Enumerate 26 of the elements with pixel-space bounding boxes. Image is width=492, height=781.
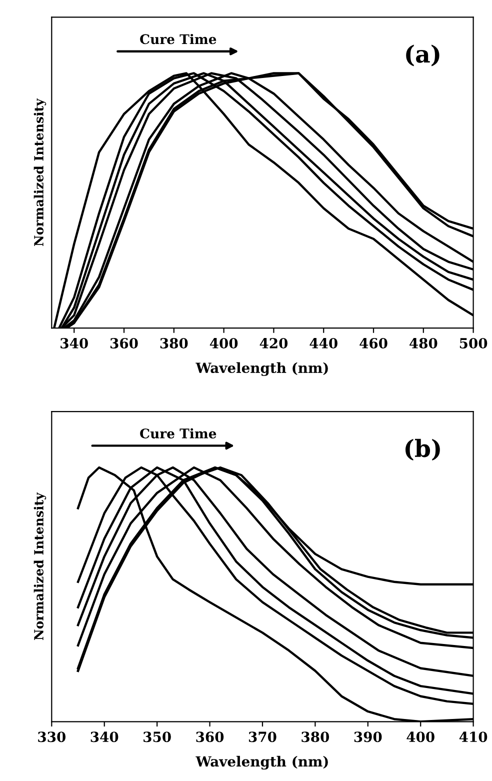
x-tick-label: 330 xyxy=(38,732,66,742)
x-tick-label: 400 xyxy=(406,732,434,742)
x-tick-label: 440 xyxy=(310,338,338,348)
x-tick-label: 360 xyxy=(110,338,138,348)
x-tick-label: 340 xyxy=(60,338,88,348)
x-axis-title: Wavelength (nm) xyxy=(196,756,328,770)
x-tick-label: 340 xyxy=(90,732,118,742)
x-tick-label: 390 xyxy=(354,732,382,742)
x-tick-label: 500 xyxy=(460,338,488,348)
text: Cure Time xyxy=(140,34,216,44)
x-tick-label: 380 xyxy=(160,338,188,348)
x-tick-label: 420 xyxy=(260,338,288,348)
x-axis-title: Wavelength (nm) xyxy=(196,362,328,376)
x-tick-label: 360 xyxy=(196,732,224,742)
text: (b) xyxy=(406,438,440,461)
text: Cure Time xyxy=(140,428,216,438)
x-tick-label: 400 xyxy=(210,338,238,348)
text: (a) xyxy=(406,44,440,66)
x-tick-label: 350 xyxy=(144,732,171,742)
x-tick-label: 370 xyxy=(248,732,276,742)
x-tick-label: 460 xyxy=(360,338,388,348)
y-axis-title: Normalized Intensity xyxy=(34,492,46,640)
x-tick-label: 410 xyxy=(459,732,488,742)
x-tick-label: 480 xyxy=(409,338,438,348)
x-tick-label: 380 xyxy=(302,732,330,742)
y-axis-title: Normalized Intensity xyxy=(34,98,46,246)
